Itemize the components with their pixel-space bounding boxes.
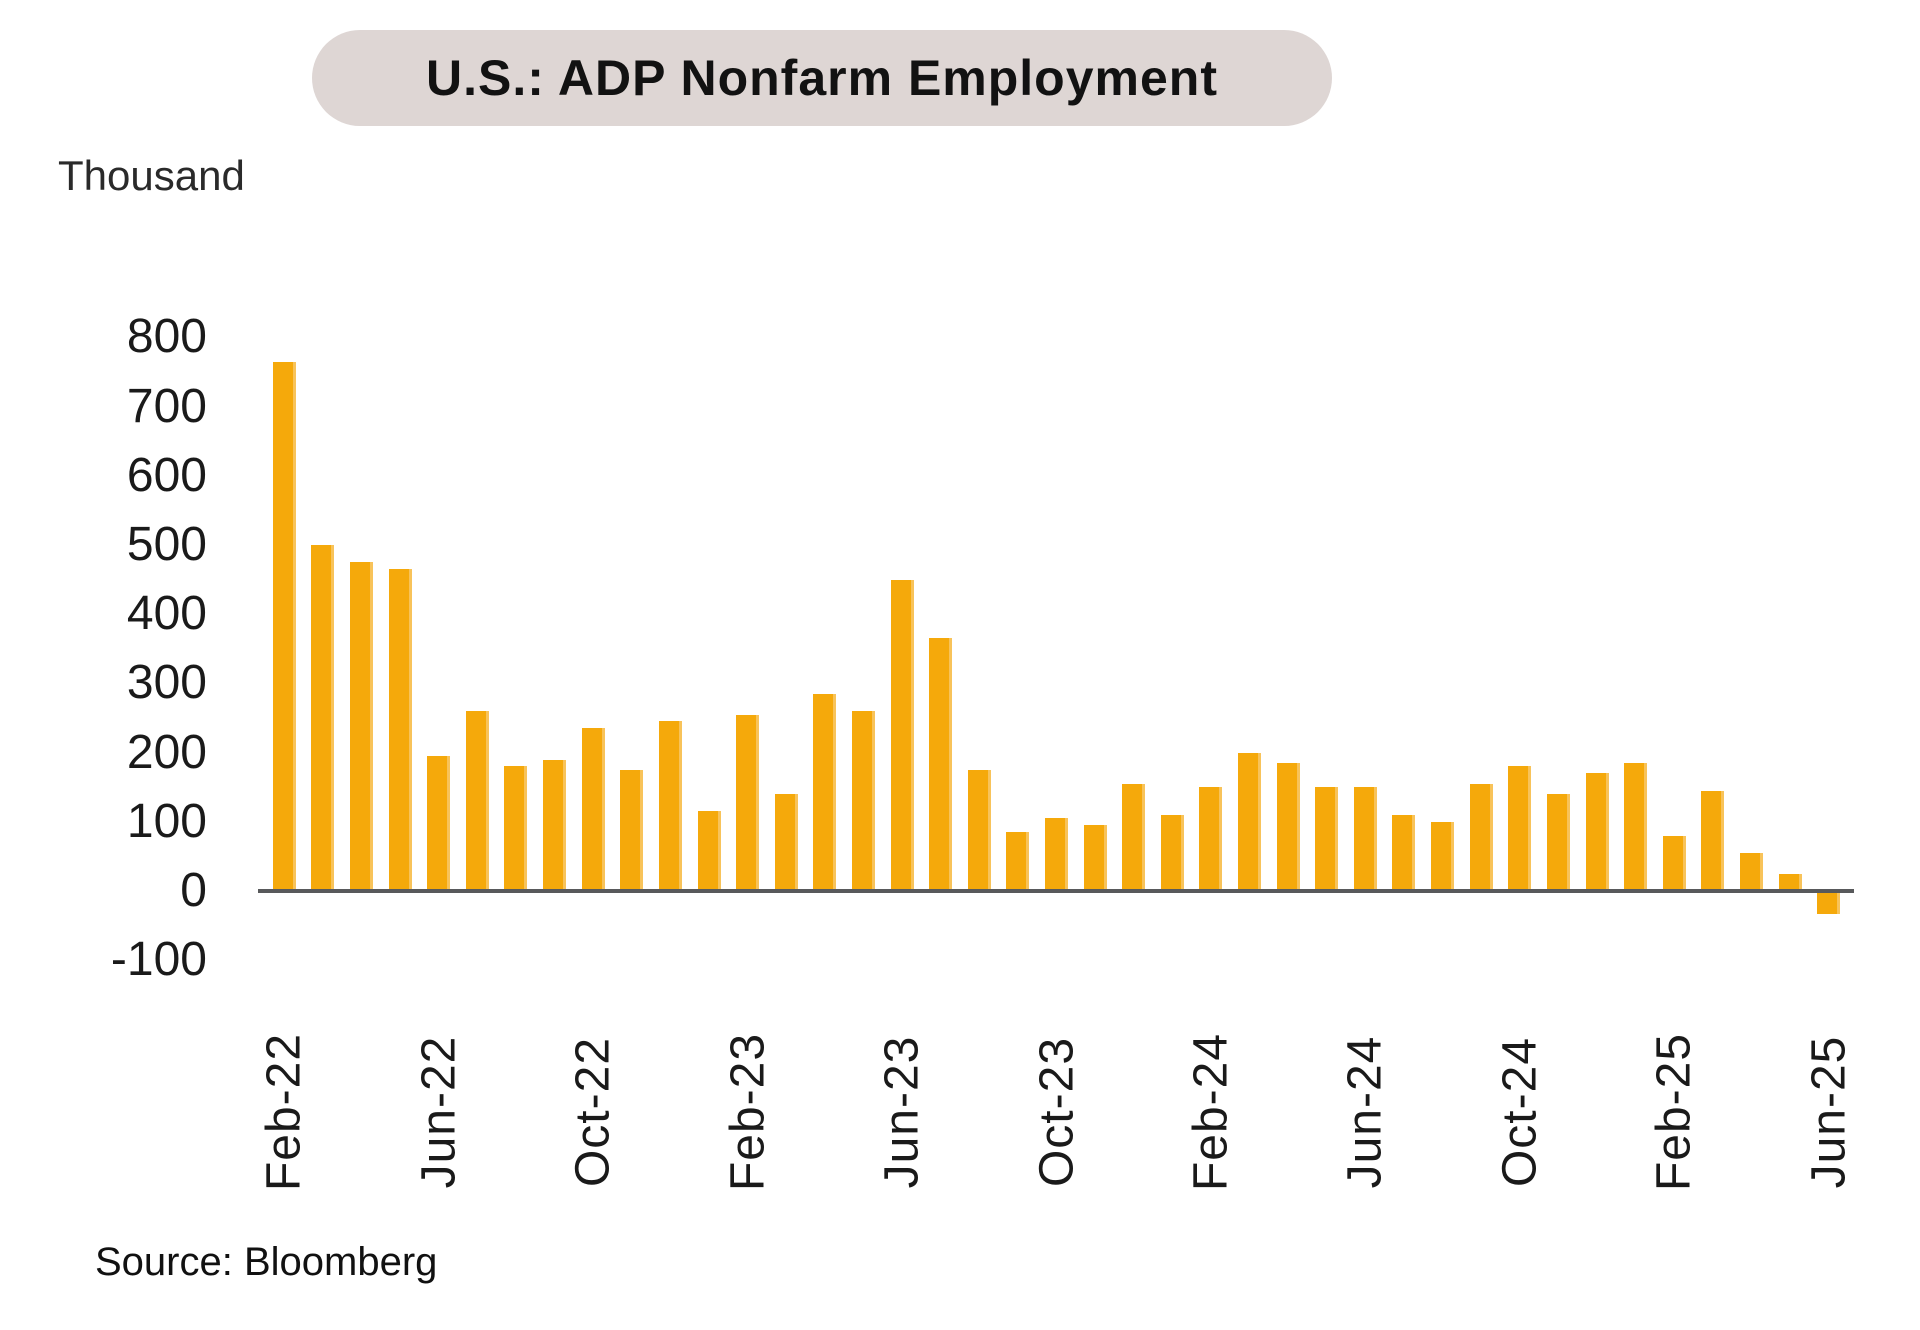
bar-Dec-24 — [1585, 773, 1609, 891]
bar-May-24 — [1315, 787, 1339, 891]
bar-Jan-23 — [697, 811, 721, 891]
y-axis-title: Thousand — [58, 152, 245, 199]
bar-Apr-25 — [1739, 852, 1763, 891]
y-tick-label-500: 500 — [126, 518, 207, 571]
bar-Nov-22 — [620, 769, 644, 891]
bar-Feb-23 — [736, 714, 760, 891]
bar-Dec-23 — [1122, 783, 1146, 891]
x-tick-label-Oct-23: Oct-23 — [1030, 1036, 1083, 1188]
bar-Nov-24 — [1546, 794, 1570, 891]
bar-Mar-23 — [774, 794, 798, 891]
bar-Feb-25 — [1662, 835, 1686, 891]
y-tick-label--100: -100 — [110, 933, 207, 987]
x-tick-label-Jun-23: Jun-23 — [875, 1035, 929, 1189]
bar-May-22 — [388, 569, 412, 891]
bar-Mar-22 — [311, 545, 335, 891]
bar-Jul-23 — [929, 638, 953, 891]
bar-May-25 — [1778, 873, 1802, 891]
bar-Feb-22 — [272, 361, 296, 891]
bar-May-23 — [851, 711, 875, 891]
x-tick-label-Feb-22: Feb-22 — [257, 1032, 311, 1192]
x-tick-label-Jun-25: Jun-25 — [1802, 1035, 1856, 1189]
bar-Jun-22 — [427, 756, 451, 891]
bar-Jul-22 — [465, 711, 489, 891]
y-tick-label-100: 100 — [126, 794, 207, 848]
bar-Jan-24 — [1160, 814, 1184, 891]
chart-title: U.S.: ADP Nonfarm Employment — [426, 50, 1218, 106]
y-tick-label-300: 300 — [126, 656, 207, 710]
bar-Nov-23 — [1083, 825, 1107, 891]
bar-Jan-25 — [1624, 762, 1648, 891]
bar-Oct-22 — [581, 728, 605, 891]
y-tick-label-700: 700 — [126, 379, 207, 433]
bar-Sep-22 — [543, 759, 567, 891]
y-tick-label-0: 0 — [180, 864, 207, 917]
y-tick-label-800: 800 — [126, 310, 207, 364]
x-tick-label-Oct-24: Oct-24 — [1493, 1036, 1547, 1188]
y-tick-label-600: 600 — [126, 448, 207, 502]
bar-Oct-23 — [1045, 818, 1068, 891]
bar-Mar-24 — [1238, 752, 1262, 891]
bar-Jun-23 — [890, 579, 914, 891]
x-axis-line — [258, 889, 1854, 893]
x-tick-label-Feb-24: Feb-24 — [1184, 1032, 1238, 1192]
x-tick-label-Feb-25: Feb-25 — [1647, 1032, 1701, 1192]
bar-Aug-22 — [504, 766, 528, 891]
bar-Jun-24 — [1353, 787, 1377, 891]
bar-Aug-24 — [1431, 821, 1455, 891]
chart-title-pill: U.S.: ADP Nonfarm Employment — [312, 30, 1332, 126]
bar-Apr-24 — [1276, 762, 1300, 891]
x-tick-label-Feb-23: Feb-23 — [721, 1032, 775, 1192]
source-note: Source: Bloomberg — [95, 1240, 438, 1284]
bar-Mar-25 — [1701, 790, 1725, 891]
bar-Feb-24 — [1199, 787, 1223, 891]
bar-Sep-23 — [1006, 832, 1030, 891]
bar-Aug-23 — [967, 769, 991, 891]
bar-Jul-24 — [1392, 814, 1416, 891]
bar-Oct-24 — [1508, 766, 1532, 891]
bar-Jun-25 — [1817, 891, 1841, 914]
bar-Apr-23 — [813, 693, 837, 891]
x-tick-label-Oct-22: Oct-22 — [566, 1036, 620, 1188]
y-tick-label-400: 400 — [126, 587, 207, 641]
bar-Sep-24 — [1469, 783, 1493, 891]
x-tick-label-Jun-22: Jun-22 — [412, 1035, 466, 1189]
bar-Dec-22 — [658, 721, 682, 891]
y-tick-label-200: 200 — [126, 725, 207, 779]
bar-Apr-22 — [350, 562, 374, 891]
x-tick-label-Jun-24: Jun-24 — [1338, 1035, 1392, 1189]
